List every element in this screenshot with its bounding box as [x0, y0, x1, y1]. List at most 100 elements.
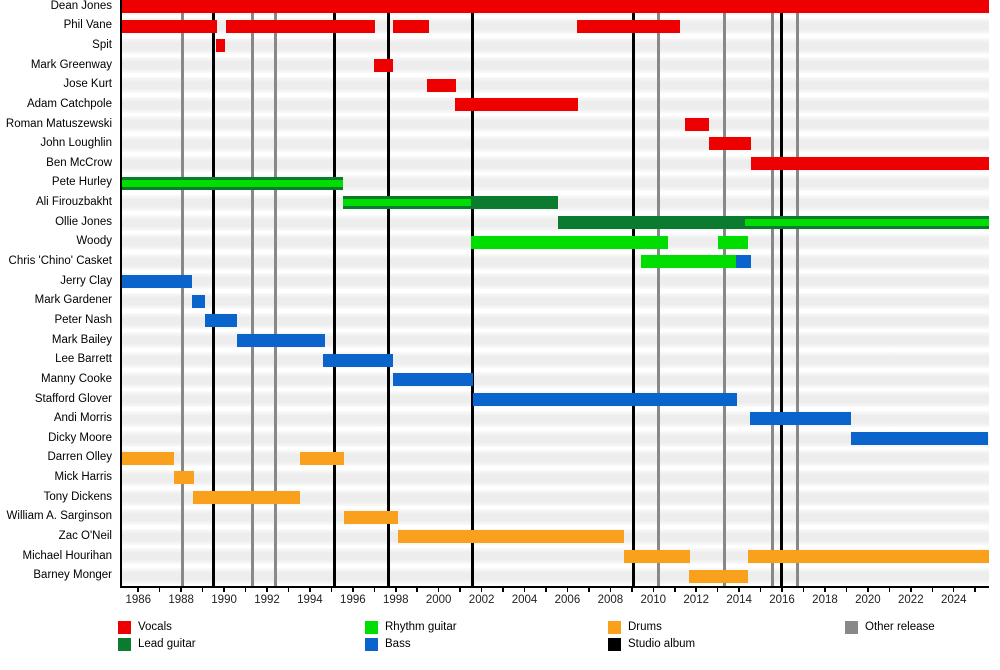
- axis-tick-label: 2014: [726, 594, 752, 606]
- axis-tick-label: 1986: [125, 594, 152, 606]
- tenure-overlay-rhythm-guitar: [745, 219, 989, 227]
- axis-tick-label: 2002: [468, 594, 495, 606]
- legend-swatch: [118, 638, 131, 651]
- axis-tick-label: 1992: [254, 594, 280, 606]
- legend-label: Other release: [865, 621, 935, 633]
- tenure-bar-drums: [747, 549, 989, 563]
- axis-tick-label: 2018: [812, 594, 838, 606]
- legend-swatch: [845, 621, 858, 634]
- axis-tick-label: 2000: [425, 594, 452, 606]
- axis-tick: [631, 588, 633, 592]
- tenure-bar-bass: [236, 333, 325, 347]
- axis-tick: [416, 588, 418, 592]
- member-label: Mark Greenway: [30, 58, 112, 71]
- other-release-line: [723, 0, 727, 586]
- axis-tick: [201, 588, 204, 592]
- tenure-bar-drums: [688, 569, 748, 583]
- tenure-bar-bass: [204, 314, 237, 328]
- tenure-bar-bass: [472, 392, 737, 406]
- tenure-bar-drums: [624, 549, 690, 563]
- tenure-bar-drums: [192, 491, 301, 504]
- axis-tick-label: 2010: [640, 594, 667, 606]
- member-label: Spit: [92, 38, 112, 51]
- studio-album-line: [211, 0, 215, 586]
- tenure-bar-lead-guitar: [745, 216, 989, 230]
- axis-tick: [137, 588, 139, 592]
- tenure-bar-vocals: [226, 19, 376, 33]
- tenure-bar-vocals: [122, 19, 218, 33]
- axis-tick: [716, 588, 719, 592]
- axis-tick-label: 2016: [769, 594, 795, 606]
- axis-tick: [652, 588, 655, 592]
- axis-tick: [674, 588, 676, 592]
- axis-tick: [609, 588, 612, 592]
- tenure-bar-bass: [749, 412, 851, 426]
- other-release-line: [657, 0, 660, 586]
- member-label: Adam Catchpole: [26, 97, 112, 110]
- axis-tick-label: 2022: [898, 594, 924, 606]
- member-label: Ben McCrow: [46, 156, 112, 169]
- axis-tick: [502, 588, 504, 592]
- member-label: Tony Dickens: [43, 490, 112, 503]
- member-label: Phil Vane: [63, 19, 112, 32]
- axis-tick: [266, 588, 268, 592]
- legend-label: Studio album: [628, 638, 696, 650]
- axis-tick: [781, 588, 783, 592]
- axis-tick: [867, 588, 869, 592]
- other-release-line: [250, 0, 254, 586]
- axis-tick: [352, 588, 354, 592]
- axis-tick-label: 1990: [211, 594, 237, 606]
- tenure-bar-vocals: [576, 19, 680, 33]
- member-label: Ali Firouzbakht: [35, 196, 112, 209]
- member-label: Chris 'Chino' Casket: [8, 255, 112, 268]
- legend-swatch: [118, 621, 131, 634]
- member-label: William A. Sarginson: [6, 510, 112, 523]
- legend-swatch: [608, 621, 621, 634]
- studio-album-line: [386, 0, 390, 586]
- axis-tick: [309, 588, 311, 592]
- member-label: Jose Kurt: [63, 78, 112, 91]
- other-release-line: [796, 0, 800, 586]
- tenure-bar-vocals: [374, 58, 394, 72]
- tenure-bar-vocals: [426, 78, 456, 92]
- tenure-bar-bass: [735, 255, 751, 269]
- tenure-bar-vocals: [216, 39, 225, 53]
- other-release-line: [273, 0, 277, 586]
- axis-tick: [330, 588, 333, 592]
- axis-tick: [695, 588, 697, 592]
- tenure-bar-lead-guitar: [122, 176, 344, 190]
- axis-tick-label: 1996: [340, 594, 366, 606]
- axis-tick: [244, 588, 247, 592]
- member-label: Ollie Jones: [55, 215, 112, 228]
- axis-tick: [523, 588, 526, 592]
- tenure-overlay-rhythm-guitar: [122, 179, 344, 187]
- legend-swatch: [365, 638, 378, 651]
- tenure-bar-lead-guitar: [470, 196, 558, 210]
- axis-tick: [759, 588, 762, 592]
- tenure-bar-drums: [397, 530, 625, 544]
- member-label: Dean Jones: [50, 0, 112, 12]
- member-label: Mark Gardener: [34, 294, 112, 307]
- tenure-bar-drums: [300, 451, 345, 465]
- studio-album-line: [631, 0, 635, 586]
- member-label: Mark Bailey: [51, 333, 112, 346]
- member-label: Andi Morris: [53, 412, 112, 425]
- member-label: Stafford Glover: [34, 392, 112, 405]
- studio-album-line: [332, 0, 336, 586]
- axis-tick: [373, 588, 376, 592]
- x-axis: 1986 1988 1990 1992 1994 1996 1998 2000 2002 2004…: [120, 588, 987, 610]
- member-label: John Loughlin: [40, 137, 112, 150]
- tenure-bar-bass: [191, 294, 205, 308]
- tenure-bar-vocals: [454, 98, 579, 112]
- axis-tick: [459, 588, 461, 592]
- member-label: Pete Hurley: [51, 176, 112, 189]
- axis-tick: [845, 588, 848, 592]
- axis-tick: [588, 588, 590, 592]
- tenure-bar-drums: [173, 471, 194, 485]
- member-label: Zac O'Neil: [58, 529, 112, 542]
- member-label: Peter Nash: [54, 313, 112, 326]
- studio-album-line: [779, 0, 783, 586]
- other-release-line: [180, 0, 184, 586]
- axis-tick: [888, 588, 891, 592]
